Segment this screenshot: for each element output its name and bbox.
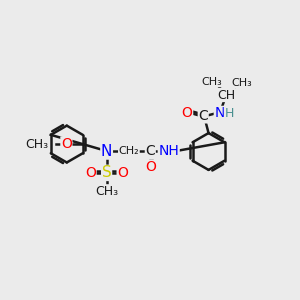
- Text: O: O: [61, 137, 72, 151]
- Text: N: N: [101, 144, 112, 159]
- Text: CH₃: CH₃: [231, 78, 252, 88]
- Text: CH₂: CH₂: [118, 146, 139, 157]
- Text: O: O: [117, 166, 128, 180]
- Text: C: C: [146, 145, 155, 158]
- Text: CH₃: CH₃: [95, 185, 118, 198]
- Text: O: O: [145, 160, 156, 174]
- Text: O: O: [182, 106, 193, 120]
- Text: S: S: [102, 165, 112, 180]
- Text: H: H: [224, 107, 234, 120]
- Text: N: N: [214, 106, 225, 120]
- Text: CH₃: CH₃: [201, 76, 222, 87]
- Text: CH₃: CH₃: [26, 138, 49, 151]
- Text: NH: NH: [158, 145, 179, 158]
- Text: O: O: [85, 166, 96, 180]
- Text: CH: CH: [217, 88, 235, 101]
- Text: C: C: [198, 109, 208, 123]
